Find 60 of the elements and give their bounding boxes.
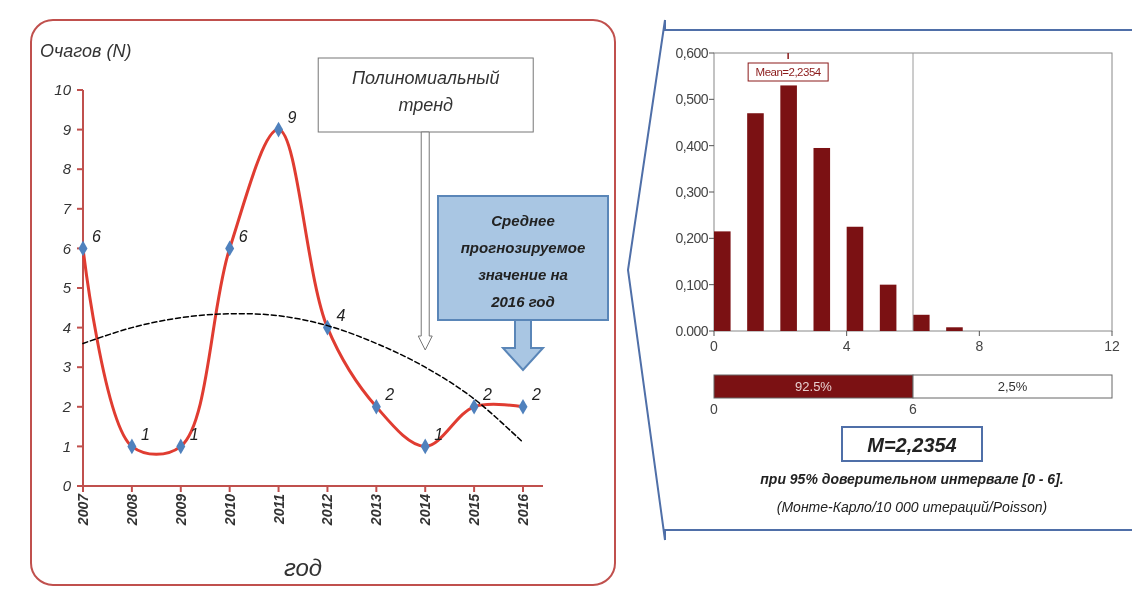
data-label: 1	[140, 426, 150, 443]
annotation: 2,5%	[997, 379, 1028, 395]
x-tick-label: 8	[975, 338, 984, 354]
bar	[747, 113, 764, 331]
y-tick-label: 10	[54, 81, 72, 99]
bar	[846, 226, 864, 331]
y-tick-label: 2	[61, 398, 72, 416]
y-tick-label: 1	[62, 437, 71, 455]
x-tick-label: 2011	[270, 493, 287, 526]
y-tick-label: 9	[62, 120, 72, 138]
y-tick-label: 5	[62, 279, 72, 297]
y-tick-label: 0	[62, 477, 72, 495]
x-tick-label: 2012	[319, 493, 336, 527]
x-tick-label: 2013	[368, 493, 385, 527]
annotation: 92.5%	[795, 379, 833, 395]
x-tick-label: 2010	[221, 493, 238, 527]
data-label: 2	[482, 386, 493, 404]
data-label: 4	[336, 307, 346, 325]
data-label: 9	[287, 109, 297, 127]
ref-line-label: Mean=2,2354	[755, 66, 822, 78]
x-axis-title: год	[283, 554, 323, 581]
y-tick-label: 0,200	[675, 230, 709, 247]
y-axis-title: Очагов (N)	[40, 41, 132, 61]
data-label: 6	[92, 228, 101, 245]
y-tick-label: 6	[62, 239, 72, 257]
annotation: Полиномиальный тренд	[351, 68, 500, 115]
x-tick-label: 2014	[417, 493, 434, 527]
x-tick-label: 0	[710, 338, 719, 354]
x-tick-label: 2015	[466, 493, 483, 527]
y-tick-label: 7	[62, 200, 72, 218]
data-label: 2	[384, 386, 395, 404]
y-tick-label: 8	[62, 160, 72, 178]
y-tick-label: 0,600	[675, 44, 709, 61]
y-tick-label: 3	[62, 358, 72, 376]
bar	[879, 284, 897, 331]
x-tick-label: 2007	[75, 492, 91, 527]
bar	[714, 231, 731, 331]
y-tick-label: 0,400	[675, 137, 709, 154]
x-tick-label: 2008	[123, 493, 140, 527]
y-tick-label: 0,500	[675, 91, 709, 108]
annotation: Среднее прогнозируемое значение на 2016 год	[460, 212, 586, 310]
data-label: 2	[531, 386, 541, 404]
x-tick-label: 4	[842, 338, 851, 354]
x-tick-label: 12	[1104, 338, 1120, 354]
text: при 95% доверительном интервале [0 - 6].	[760, 471, 1064, 487]
y-tick-label: 4	[62, 318, 71, 336]
text: M=2,2354	[867, 434, 957, 456]
data-label: 1	[434, 426, 444, 443]
y-tick-label: 0.000	[675, 322, 709, 339]
data-label: 6	[238, 228, 248, 245]
x-tick-label: 2016	[515, 493, 531, 527]
bar	[780, 85, 797, 331]
y-tick-label: 0,100	[675, 276, 709, 293]
y-tick-label: 0,300	[675, 183, 709, 200]
bar	[946, 327, 963, 331]
x-tick-label: 2009	[172, 493, 189, 527]
data-label: 1	[189, 426, 199, 443]
bar	[913, 314, 930, 331]
text: (Монте-Карло/10 000 итераций/Poisson)	[776, 499, 1048, 515]
bar	[813, 147, 831, 331]
